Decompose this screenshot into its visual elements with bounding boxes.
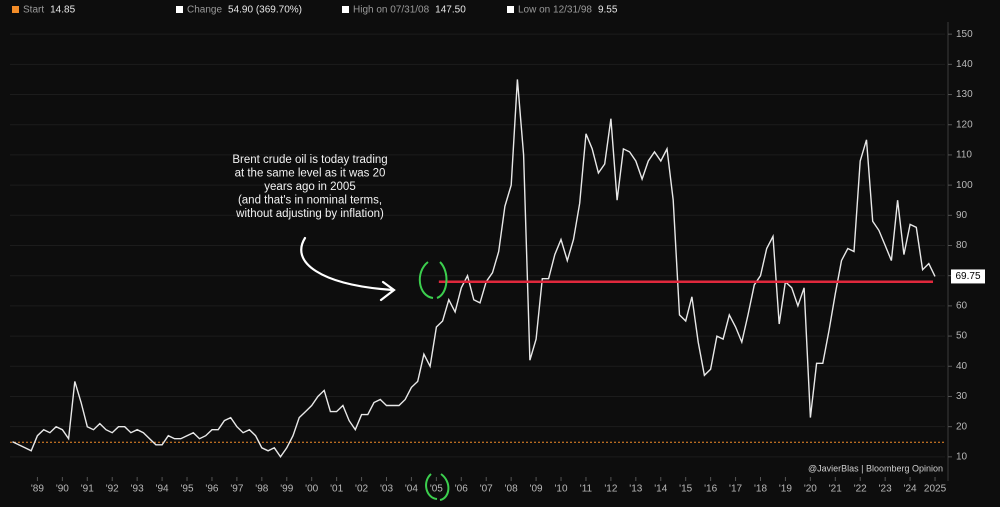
header-value: 54.90 (369.70%) <box>228 5 302 16</box>
x-tick-label: '04 <box>405 484 418 495</box>
x-tick-label: '16 <box>704 484 717 495</box>
x-tick-label: '93 <box>131 484 144 495</box>
x-tick-label: '19 <box>779 484 792 495</box>
last-value-box <box>951 269 985 284</box>
header-label: Change <box>187 5 222 16</box>
x-tick-label: '09 <box>530 484 543 495</box>
y-tick-label: 80 <box>956 240 968 251</box>
header-value: 147.50 <box>435 5 466 16</box>
x-tick-label: '06 <box>455 484 468 495</box>
x-tick-label: '24 <box>904 484 917 495</box>
x-tick-label: '94 <box>156 484 169 495</box>
x-tick-label: '21 <box>829 484 842 495</box>
x-tick-label: '02 <box>355 484 368 495</box>
arrow <box>300 236 396 302</box>
x-tick-label: '00 <box>305 484 318 495</box>
source: @JavierBlas | Bloomberg Opinion <box>808 463 943 473</box>
x-tick-label: '97 <box>230 484 243 495</box>
x-tick-label: '89 <box>31 484 44 495</box>
annotation: (and that's in nominal terms, <box>238 195 382 207</box>
x-tick-label: '91 <box>81 484 94 495</box>
header-label: Low on 12/31/98 <box>518 5 592 16</box>
y-tick-label: 100 <box>956 180 973 191</box>
x-tick-label: '14 <box>654 484 667 495</box>
header-label: Start <box>23 5 44 16</box>
x-tick-label: '10 <box>555 484 568 495</box>
y-tick-label: 110 <box>956 150 972 161</box>
x-tick-label: '98 <box>255 484 268 495</box>
x-tick-label: '03 <box>380 484 393 495</box>
legend-swatch <box>12 6 19 13</box>
x-tick-label: '07 <box>480 484 493 495</box>
x-tick-label: '99 <box>280 484 293 495</box>
y-tick-label: 150 <box>956 29 973 40</box>
y-tick-label: 90 <box>956 210 968 221</box>
legend-swatch <box>176 6 183 13</box>
x-tick-label: '13 <box>629 484 642 495</box>
y-tick-label: 120 <box>956 119 973 130</box>
y-tick-label: 60 <box>956 301 968 312</box>
x-tick-label: '95 <box>181 484 194 495</box>
annotation: without adjusting by inflation) <box>235 208 384 220</box>
x-tick-label: '22 <box>854 484 867 495</box>
last-value-label: 69.75 <box>955 271 980 282</box>
x-tick-label: '12 <box>604 484 617 495</box>
y-tick-label: 50 <box>956 331 968 342</box>
x-tick-label: '15 <box>679 484 692 495</box>
x-tick-label: '92 <box>106 484 119 495</box>
legend-swatch <box>342 6 349 13</box>
x-tick-label: '01 <box>330 484 343 495</box>
x-tick-label: '17 <box>729 484 742 495</box>
x-tick-label: '18 <box>754 484 767 495</box>
annotation: years ago in 2005 <box>264 181 355 193</box>
header-value: 9.55 <box>598 5 618 16</box>
header: Start 14.85 Change 54.90 (369.70%) High on 0… <box>12 5 618 16</box>
legend-swatch <box>507 6 514 13</box>
x-tick-label: '96 <box>205 484 218 495</box>
x-tick-label: '20 <box>804 484 817 495</box>
y-tick-label: 140 <box>956 59 973 70</box>
x-tick-label: '11 <box>580 484 593 495</box>
highlight-circle <box>418 261 448 299</box>
y-tick-label: 40 <box>956 361 968 372</box>
highlight-circle <box>425 473 450 501</box>
x-tick-label: '90 <box>56 484 69 495</box>
annotation: at the same level as it was 20 <box>235 168 386 180</box>
x-tick-label: '23 <box>879 484 892 495</box>
annotation: Brent crude oil is today trading <box>232 154 387 166</box>
x-tick-label: '08 <box>505 484 518 495</box>
price-line <box>12 79 936 459</box>
y-tick-label: 10 <box>956 451 968 462</box>
x-tick-label: 2025 <box>924 484 947 495</box>
y-tick-label: 130 <box>956 89 973 100</box>
header-label: High on 07/31/08 <box>353 5 430 16</box>
x-tick-label: '05 <box>430 484 443 495</box>
y-tick-label: 30 <box>956 391 968 402</box>
y-tick-label: 20 <box>956 421 968 432</box>
plot-area: 102030405060708090100110120130140150'89'… <box>10 22 985 495</box>
header-value: 14.85 <box>50 5 75 16</box>
